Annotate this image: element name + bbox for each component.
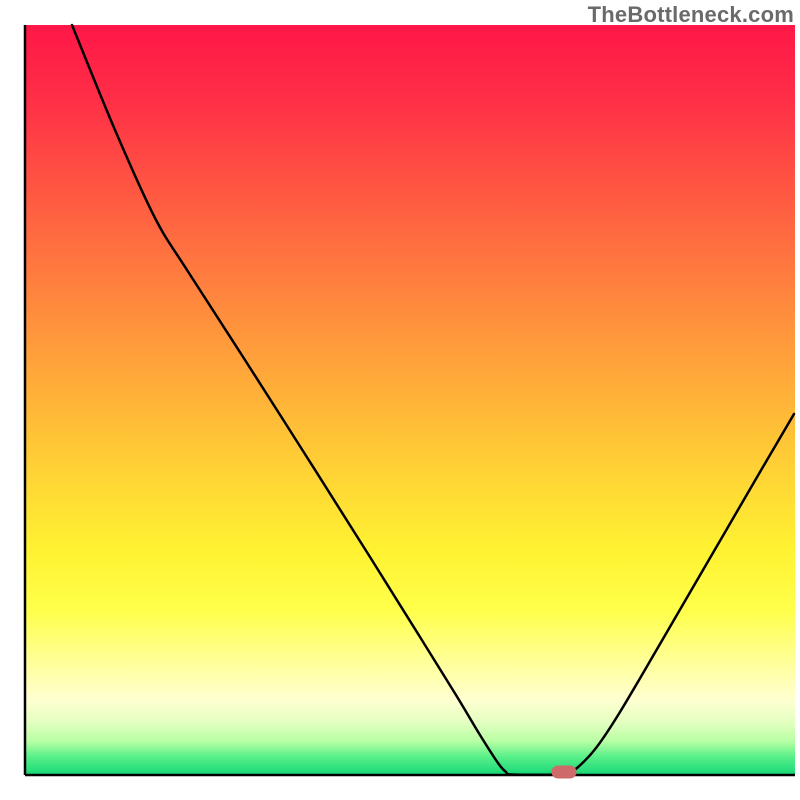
chart-container: TheBottleneck.com <box>0 0 800 800</box>
plot-background <box>25 25 795 775</box>
bottleneck-curve-chart <box>0 0 800 800</box>
watermark-label: TheBottleneck.com <box>588 2 794 28</box>
optimal-marker <box>552 766 576 778</box>
